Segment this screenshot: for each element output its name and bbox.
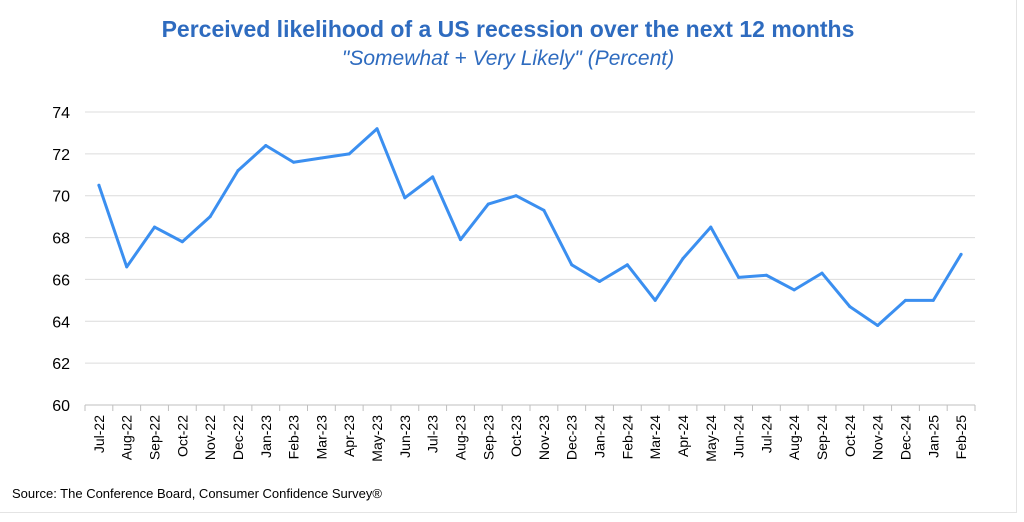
data-point	[236, 169, 240, 173]
x-tick-label: Jul-24	[758, 415, 774, 453]
data-point	[570, 263, 574, 267]
data-point	[375, 127, 379, 131]
data-point	[625, 263, 629, 267]
data-point	[764, 273, 768, 277]
data-point	[514, 194, 518, 198]
x-tick-label: Mar-24	[647, 415, 663, 460]
y-tick-label: 68	[52, 231, 70, 248]
series-group	[97, 127, 963, 327]
data-point	[820, 271, 824, 275]
x-tick-label: Jun-23	[397, 415, 413, 458]
data-point	[347, 152, 351, 156]
chart-subtitle: "Somewhat + Very Likely" (Percent)	[341, 47, 675, 70]
y-tick-label: 64	[52, 314, 70, 331]
x-tick-label: Oct-23	[508, 415, 524, 457]
x-tick-label: Aug-22	[119, 415, 135, 460]
data-point	[681, 257, 685, 260]
series-line	[97, 127, 963, 327]
x-tick-label: Oct-22	[174, 415, 190, 457]
line-chart: 60 62 64 66 68 70 72 74 Jul-22 Aug-22 Sep-22 Oct-2…	[52, 105, 976, 462]
x-tick-label: Feb-25	[953, 415, 969, 460]
x-tick-label: Feb-23	[286, 415, 302, 460]
data-point	[876, 323, 880, 327]
data-point	[153, 225, 157, 229]
data-point	[403, 196, 407, 200]
x-tick-label: Dec-24	[897, 415, 913, 460]
y-tick-label: 70	[52, 189, 70, 206]
x-tick-label: Aug-24	[786, 415, 802, 460]
y-tick-label: 60	[52, 398, 70, 415]
source-note: Source: The Conference Board, Consumer C…	[12, 486, 382, 501]
chart-frame: Perceived likelihood of a US recession o…	[0, 0, 1017, 513]
x-tick-label: Jun-24	[731, 415, 747, 458]
x-tick-label: Sep-22	[147, 415, 163, 460]
x-tick-label: Nov-24	[870, 415, 886, 460]
data-point	[208, 215, 212, 219]
data-point	[431, 175, 435, 179]
y-tick-label: 62	[52, 356, 70, 373]
data-point	[180, 240, 184, 244]
x-tick-label: Mar-23	[313, 415, 329, 460]
y-tick-label: 66	[52, 272, 70, 289]
data-point	[903, 298, 907, 302]
data-point	[737, 275, 741, 279]
data-point	[848, 305, 852, 309]
x-tick-label: Dec-22	[230, 415, 246, 460]
y-axis: 60 62 64 66 68 70 72 74	[52, 105, 70, 415]
x-tick-label: Jan-23	[258, 415, 274, 458]
data-point	[931, 298, 935, 302]
x-tick-label: Dec-23	[564, 415, 580, 460]
data-point	[292, 160, 296, 164]
data-point	[125, 265, 129, 269]
x-tick-label: Sep-24	[814, 415, 830, 460]
gridlines	[85, 111, 975, 364]
x-tick-label: Nov-22	[202, 415, 218, 460]
x-tick-label: Jul-23	[425, 415, 441, 453]
x-axis: Jul-22 Aug-22 Sep-22 Oct-22 Nov-22 Dec-22 Jan-…	[84, 404, 976, 462]
chart-title: Perceived likelihood of a US recession o…	[161, 16, 855, 42]
y-tick-label: 72	[52, 147, 70, 164]
y-tick-label: 74	[52, 105, 70, 122]
data-point	[458, 238, 462, 242]
data-point	[486, 202, 490, 206]
x-tick-label: Apr-24	[675, 415, 691, 457]
data-point	[97, 183, 101, 187]
data-point	[653, 298, 657, 302]
x-tick-label: Nov-23	[536, 415, 552, 460]
x-tick-label: Aug-23	[452, 415, 468, 460]
x-tick-label: May-24	[703, 415, 719, 462]
data-point	[709, 225, 713, 229]
x-tick-label: Feb-24	[619, 415, 635, 460]
x-tick-label: Sep-23	[480, 415, 496, 460]
data-point	[319, 156, 323, 160]
data-point	[598, 280, 602, 284]
x-tick-label: May-23	[369, 415, 385, 462]
x-tick-label: Oct-24	[842, 415, 858, 457]
x-tick-label: Jan-24	[592, 415, 608, 458]
x-tick-label: Jul-22	[91, 415, 107, 453]
data-point	[792, 288, 796, 292]
data-point	[959, 252, 963, 256]
x-tick-label: Jan-25	[925, 415, 941, 458]
x-tick-label: Apr-23	[341, 415, 357, 457]
data-point	[542, 208, 546, 212]
data-point	[264, 143, 268, 147]
